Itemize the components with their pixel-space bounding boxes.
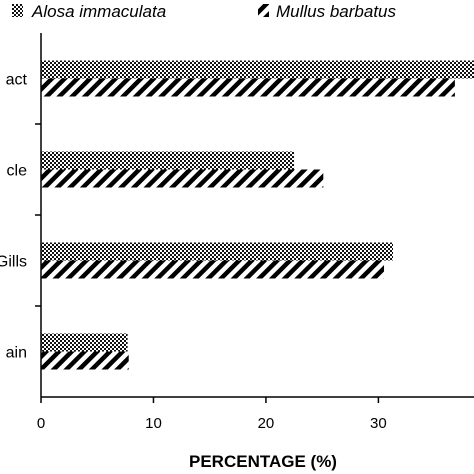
bar-1-2 — [41, 151, 295, 170]
legend-swatch-series-1 — [12, 4, 23, 17]
legend-label-series-2: Mullus barbatus — [276, 2, 397, 21]
x-tick-label: 20 — [258, 415, 275, 432]
category-label: ain — [6, 345, 27, 362]
bar-2-4 — [41, 351, 129, 370]
x-axis-title: PERCENTAGE (%) — [189, 452, 337, 471]
x-axis-ticks: 0 10 20 30 — [37, 397, 387, 432]
bar-1-4 — [41, 333, 128, 352]
x-tick-label: 30 — [370, 415, 387, 432]
bar-1-1 — [41, 60, 474, 79]
legend-label-series-1: Alosa immaculata — [31, 2, 166, 21]
category-label: cle — [7, 163, 28, 180]
category-label: Gills — [0, 254, 27, 271]
bar-1-3 — [41, 242, 394, 261]
x-tick-label: 0 — [37, 415, 45, 432]
legend-swatch-series-2 — [258, 4, 269, 17]
plot-area — [41, 60, 474, 370]
legend: Alosa immaculata Mullus barbatus — [12, 2, 397, 21]
bar-2-1 — [41, 78, 455, 97]
bar-2-3 — [41, 260, 385, 279]
y-axis-ticks: act cle Gills ain — [0, 72, 41, 362]
bar-2-2 — [41, 169, 324, 188]
category-label: act — [6, 72, 28, 89]
x-tick-label: 10 — [145, 415, 162, 432]
